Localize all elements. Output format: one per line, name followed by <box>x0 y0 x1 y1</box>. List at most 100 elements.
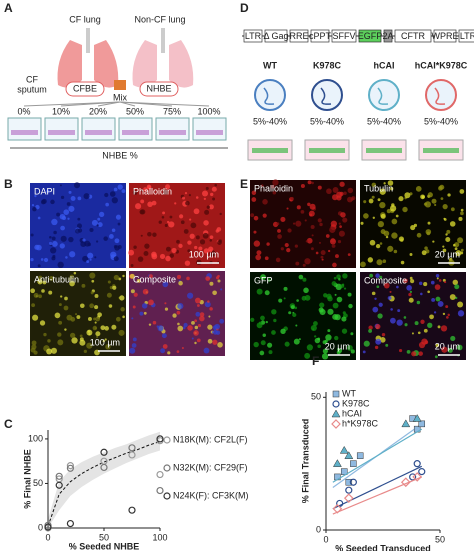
texture <box>307 180 312 185</box>
texture <box>309 213 313 217</box>
label: NHBE <box>146 83 171 93</box>
texture <box>314 335 317 338</box>
texture <box>375 324 381 330</box>
texture <box>57 261 64 269</box>
texture <box>434 355 438 359</box>
texture <box>339 191 344 196</box>
texture <box>371 182 377 188</box>
texture <box>86 260 90 264</box>
texture <box>59 184 62 187</box>
texture <box>433 311 437 314</box>
texture <box>205 186 209 190</box>
texture <box>86 342 93 349</box>
texture <box>409 290 413 294</box>
texture <box>300 183 305 189</box>
texture <box>317 218 322 223</box>
texture <box>204 209 210 215</box>
cell-layer <box>423 148 459 153</box>
texture <box>187 240 192 245</box>
label: CF <box>26 74 38 84</box>
texture <box>157 325 164 332</box>
texture <box>415 185 422 192</box>
texture <box>445 305 449 309</box>
texture <box>60 235 67 242</box>
texture <box>302 277 307 282</box>
construct-label: LTR <box>245 31 262 41</box>
texture <box>454 242 460 248</box>
texture <box>332 194 339 201</box>
texture <box>99 211 105 218</box>
texture <box>292 312 297 318</box>
texture <box>168 221 175 228</box>
texture <box>144 243 150 249</box>
texture <box>171 247 177 254</box>
texture <box>113 187 118 192</box>
texture <box>452 279 458 286</box>
texture <box>49 276 54 281</box>
texture <box>118 329 125 336</box>
cf-lung-icon <box>57 40 119 88</box>
texture <box>47 339 51 343</box>
texture <box>447 193 451 197</box>
texture <box>421 250 427 256</box>
texture <box>262 213 267 218</box>
texture <box>442 245 445 248</box>
texture <box>210 192 214 197</box>
point <box>344 451 354 459</box>
texture <box>109 191 116 197</box>
texture <box>319 222 323 227</box>
texture <box>117 222 121 226</box>
texture <box>267 278 271 282</box>
texture <box>317 344 321 349</box>
image-label: Phalloidin <box>254 183 293 193</box>
texture <box>38 275 43 280</box>
texture <box>114 245 120 251</box>
micrographs: DAPI Phalloidin 100 µm Anti-tubulin 100 µm Co… <box>30 179 466 360</box>
texture <box>130 264 134 267</box>
texture <box>104 192 109 198</box>
texture <box>420 319 425 324</box>
texture <box>94 305 99 310</box>
texture <box>435 296 441 302</box>
texture <box>300 209 305 214</box>
construct-label: 2A <box>382 31 393 41</box>
fit-line <box>332 428 423 483</box>
texture <box>203 220 209 226</box>
texture <box>128 249 135 256</box>
texture <box>283 297 286 300</box>
texture <box>268 350 273 355</box>
texture <box>37 279 43 285</box>
texture <box>114 238 120 244</box>
texture <box>295 324 298 327</box>
texture <box>343 191 347 195</box>
range-label: 5%-40% <box>310 116 344 126</box>
texture <box>58 320 63 325</box>
texture <box>203 248 210 254</box>
texture <box>458 216 463 222</box>
texture <box>435 343 440 348</box>
texture <box>30 233 34 237</box>
non-cf-lung-icon <box>132 40 194 88</box>
texture <box>162 211 166 215</box>
texture <box>408 292 412 297</box>
texture <box>79 339 86 346</box>
x-tick-label: 0 <box>45 532 50 542</box>
legend-label: N24K(F): CF3K(M) <box>173 490 249 500</box>
panel-letter: F <box>312 354 319 368</box>
texture <box>207 338 213 344</box>
texture <box>189 218 192 221</box>
texture <box>374 297 377 300</box>
texture <box>383 282 390 289</box>
texture <box>396 319 403 326</box>
texture <box>193 208 200 215</box>
texture <box>148 274 153 279</box>
texture <box>217 279 221 283</box>
texture <box>71 337 78 344</box>
texture <box>42 280 47 285</box>
texture <box>262 199 268 205</box>
texture <box>183 322 188 328</box>
wells: 0% 10% 20% 50% 75% 100% <box>7 101 227 141</box>
virus <box>425 79 457 111</box>
point <box>332 503 343 514</box>
texture <box>377 221 384 228</box>
